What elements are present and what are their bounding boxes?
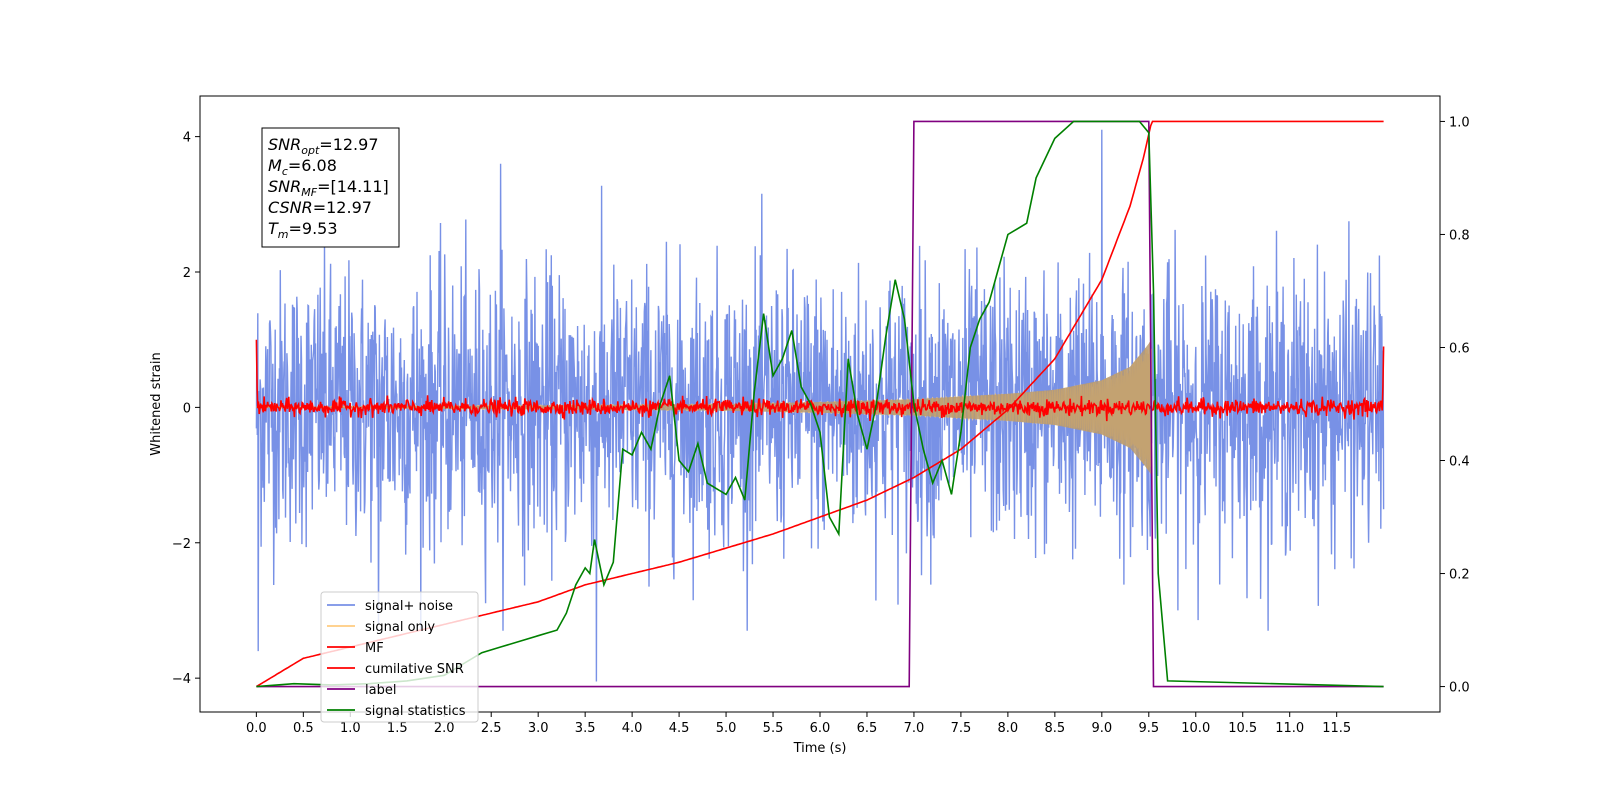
y-axis-label: Whitened strain — [149, 352, 164, 455]
y2-tick-label: 0.0 — [1449, 681, 1470, 696]
series-mf — [255, 339, 1385, 422]
annotation-line: Tm=9.53 — [268, 219, 338, 241]
x-axis-label: Time (s) — [793, 741, 847, 756]
x-tick-label: 2.0 — [434, 721, 455, 736]
y-tick-label: 4 — [183, 131, 191, 146]
legend-entry: MF — [365, 641, 384, 656]
y2-tick-label: 0.8 — [1449, 228, 1470, 243]
annotation-frame — [261, 127, 400, 248]
series-label — [256, 120, 1384, 688]
annotation-line: Mc=6.08 — [268, 156, 337, 178]
legend: signal+ noise signal only MF cumilative SNR… — [320, 591, 479, 723]
y2-tick-label: 0.6 — [1449, 341, 1470, 356]
x-tick-label: 5.5 — [763, 721, 784, 736]
x-tick-label: 3.0 — [528, 721, 549, 736]
x-tick-label: 10.5 — [1228, 721, 1257, 736]
x-tick-label: 6.0 — [810, 721, 831, 736]
x-tick-label: 0.5 — [293, 721, 314, 736]
series-signal-noise — [255, 129, 1385, 682]
legend-entry: signal only — [365, 620, 435, 635]
x-tick-label: 0.0 — [246, 721, 267, 736]
annotation-line: CSNR=12.97 — [268, 198, 372, 217]
y-tick-label: 0 — [183, 401, 191, 416]
y-tick-label: 2 — [183, 266, 191, 281]
x-tick-label: 5.0 — [716, 721, 737, 736]
x-tick-label: 6.5 — [857, 721, 878, 736]
annotation-line: SNRMF=[14.11] — [268, 177, 389, 199]
x-tick-label: 10.0 — [1181, 721, 1210, 736]
y-tick-label: −4 — [172, 672, 191, 687]
y-tick-label: −2 — [172, 537, 191, 552]
axis-ticks: 0.0 0.5 1.0 1.5 2.0 2.5 3.0 3.5 4.0 4.5 5.0 5.5 6.0 6… — [172, 115, 1470, 736]
y2-tick-label: 0.2 — [1449, 568, 1470, 583]
x-tick-label: 3.5 — [575, 721, 596, 736]
legend-entry: label — [365, 683, 396, 698]
y2-tick-label: 1.0 — [1449, 115, 1470, 130]
legend-entry: signal+ noise — [365, 599, 453, 614]
x-tick-label: 8.5 — [1045, 721, 1066, 736]
x-tick-label: 4.0 — [622, 721, 643, 736]
x-tick-label: 1.5 — [387, 721, 408, 736]
series-signal-statistics — [256, 120, 1384, 688]
x-tick-label: 8.0 — [998, 721, 1019, 736]
x-tick-label: 2.5 — [481, 721, 502, 736]
x-tick-label: 7.0 — [904, 721, 925, 736]
annotation-box: SNRopt=12.97Mc=6.08SNRMF=[14.11]CSNR=12.… — [261, 127, 400, 248]
x-tick-label: 9.5 — [1138, 721, 1159, 736]
x-tick-label: 1.0 — [340, 721, 361, 736]
y2-tick-label: 0.4 — [1449, 455, 1470, 470]
annotation-line: SNRopt=12.97 — [268, 135, 379, 157]
x-tick-label: 7.5 — [951, 721, 972, 736]
legend-entry: signal statistics — [365, 704, 466, 719]
x-tick-label: 9.0 — [1091, 721, 1112, 736]
plot-area — [255, 120, 1385, 688]
x-tick-label: 4.5 — [669, 721, 690, 736]
legend-frame — [320, 591, 479, 723]
x-tick-label: 11.5 — [1322, 721, 1351, 736]
legend-entry: cumilative SNR — [365, 662, 464, 677]
x-tick-label: 11.0 — [1275, 721, 1304, 736]
